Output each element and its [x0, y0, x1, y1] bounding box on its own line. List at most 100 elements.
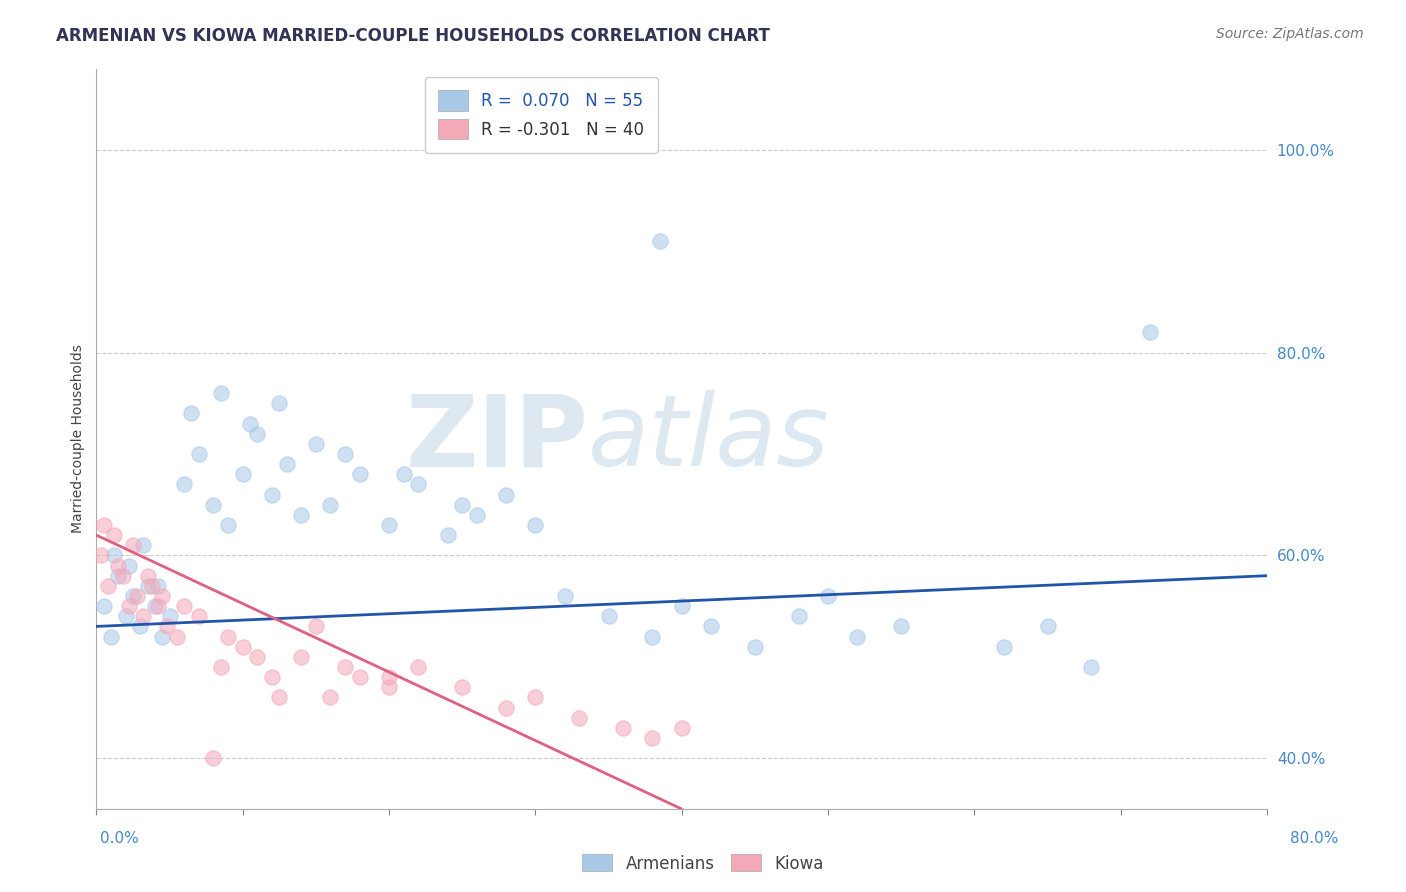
Point	[132, 538, 155, 552]
Point	[333, 660, 356, 674]
Legend: R =  0.070   N = 55, R = -0.301   N = 40: R = 0.070 N = 55, R = -0.301 N = 40	[425, 77, 658, 153]
Point	[143, 599, 166, 614]
Point	[598, 609, 620, 624]
Point	[392, 467, 415, 482]
Point	[378, 518, 401, 533]
Point	[1036, 619, 1059, 633]
Point	[187, 447, 209, 461]
Point	[136, 579, 159, 593]
Point	[129, 619, 152, 633]
Point	[93, 518, 115, 533]
Point	[554, 589, 576, 603]
Legend: Armenians, Kiowa: Armenians, Kiowa	[575, 847, 831, 880]
Point	[141, 579, 163, 593]
Text: 0.0%: 0.0%	[100, 831, 139, 847]
Point	[641, 731, 664, 745]
Y-axis label: Married-couple Households: Married-couple Households	[72, 344, 86, 533]
Point	[568, 711, 591, 725]
Point	[114, 609, 136, 624]
Point	[700, 619, 723, 633]
Point	[93, 599, 115, 614]
Point	[117, 558, 139, 573]
Point	[671, 599, 693, 614]
Point	[232, 640, 254, 654]
Text: ARMENIAN VS KIOWA MARRIED-COUPLE HOUSEHOLDS CORRELATION CHART: ARMENIAN VS KIOWA MARRIED-COUPLE HOUSEHO…	[56, 27, 770, 45]
Point	[107, 568, 129, 582]
Point	[319, 690, 342, 705]
Point	[97, 579, 120, 593]
Point	[150, 589, 173, 603]
Point	[260, 670, 283, 684]
Point	[209, 660, 232, 674]
Point	[107, 558, 129, 573]
Point	[269, 690, 291, 705]
Point	[100, 630, 122, 644]
Point	[239, 417, 262, 431]
Point	[890, 619, 912, 633]
Text: ZIP: ZIP	[405, 391, 588, 487]
Point	[744, 640, 766, 654]
Point	[524, 518, 547, 533]
Point	[187, 609, 209, 624]
Point	[202, 498, 225, 512]
Point	[451, 498, 474, 512]
Point	[349, 467, 371, 482]
Point	[173, 599, 195, 614]
Point	[305, 619, 328, 633]
Point	[451, 680, 474, 694]
Text: 80.0%: 80.0%	[1291, 831, 1339, 847]
Point	[136, 568, 159, 582]
Point	[150, 630, 173, 644]
Point	[90, 549, 112, 563]
Point	[173, 477, 195, 491]
Point	[103, 549, 125, 563]
Point	[217, 518, 239, 533]
Point	[641, 630, 664, 644]
Point	[132, 609, 155, 624]
Point	[524, 690, 547, 705]
Text: Source: ZipAtlas.com: Source: ZipAtlas.com	[1216, 27, 1364, 41]
Point	[269, 396, 291, 410]
Point	[290, 649, 312, 664]
Point	[1139, 325, 1161, 339]
Point	[846, 630, 869, 644]
Point	[993, 640, 1015, 654]
Point	[146, 599, 169, 614]
Point	[787, 609, 810, 624]
Point	[166, 630, 188, 644]
Point	[246, 649, 269, 664]
Point	[159, 609, 181, 624]
Point	[155, 619, 177, 633]
Point	[333, 447, 356, 461]
Point	[817, 589, 839, 603]
Point	[202, 751, 225, 765]
Point	[209, 386, 232, 401]
Point	[122, 589, 145, 603]
Point	[305, 437, 328, 451]
Point	[495, 487, 517, 501]
Point	[232, 467, 254, 482]
Point	[319, 498, 342, 512]
Point	[612, 721, 634, 735]
Point	[103, 528, 125, 542]
Point	[408, 660, 430, 674]
Point	[290, 508, 312, 522]
Point	[378, 670, 401, 684]
Point	[122, 538, 145, 552]
Point	[378, 680, 401, 694]
Point	[276, 457, 298, 471]
Point	[436, 528, 458, 542]
Point	[117, 599, 139, 614]
Point	[408, 477, 430, 491]
Point	[180, 406, 202, 420]
Point	[349, 670, 371, 684]
Point	[217, 630, 239, 644]
Point	[260, 487, 283, 501]
Point	[246, 426, 269, 441]
Point	[671, 721, 693, 735]
Point	[495, 700, 517, 714]
Point	[127, 589, 149, 603]
Point	[146, 579, 169, 593]
Point	[1080, 660, 1102, 674]
Point	[648, 234, 671, 248]
